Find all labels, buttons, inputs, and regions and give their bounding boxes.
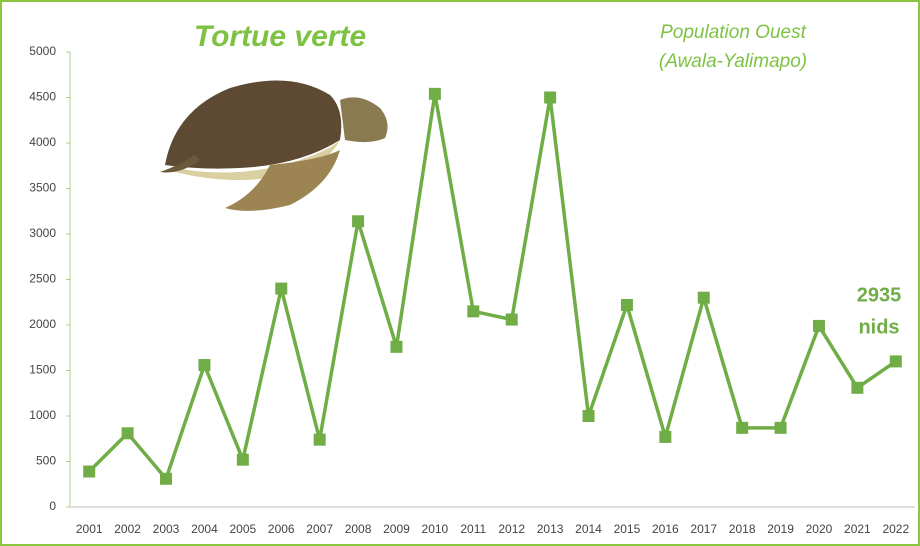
y-tick-label: 500	[36, 454, 56, 468]
x-tick-label: 2007	[306, 522, 333, 536]
marker	[198, 359, 210, 371]
marker	[314, 434, 326, 446]
marker	[506, 314, 518, 326]
annotation: nids	[858, 316, 899, 338]
x-tick-label: 2020	[806, 522, 833, 536]
y-tick-label: 4500	[29, 90, 56, 104]
marker	[775, 422, 787, 434]
x-tick-label: 2021	[844, 522, 871, 536]
x-tick-label: 2004	[191, 522, 218, 536]
x-tick-label: 2018	[729, 522, 756, 536]
marker	[237, 454, 249, 466]
x-tick-label: 2015	[614, 522, 641, 536]
marker	[122, 427, 134, 439]
marker	[390, 341, 402, 353]
x-tick-label: 2012	[498, 522, 525, 536]
annotation: 2935	[857, 284, 902, 306]
marker	[275, 283, 287, 295]
y-tick-label: 1000	[29, 408, 56, 422]
subtitle: Population Ouest	[660, 22, 806, 43]
marker	[851, 382, 863, 394]
x-tick-label: 2022	[882, 522, 909, 536]
y-tick-label: 4000	[29, 135, 56, 149]
y-tick-label: 1500	[29, 363, 56, 377]
x-tick-label: 2013	[537, 522, 564, 536]
y-tick-label: 2500	[29, 272, 56, 286]
x-tick-label: 2002	[114, 522, 141, 536]
y-tick-label: 2000	[29, 317, 56, 331]
marker	[544, 92, 556, 104]
marker	[160, 473, 172, 485]
marker	[429, 88, 441, 100]
marker	[813, 320, 825, 332]
x-tick-label: 2014	[575, 522, 602, 536]
y-tick-label: 3500	[29, 181, 56, 195]
x-tick-label: 2019	[767, 522, 794, 536]
chart: Tortue verte Population Ouest (Awala-Yal…	[0, 0, 920, 546]
y-tick-label: 0	[49, 499, 56, 513]
marker	[583, 410, 595, 422]
x-tick-label: 2005	[229, 522, 256, 536]
y-tick-label: 5000	[29, 44, 56, 58]
x-tick-label: 2011	[460, 522, 486, 536]
marker	[659, 431, 671, 443]
x-tick-label: 2003	[153, 522, 180, 536]
x-tick-label: 2008	[345, 522, 372, 536]
marker	[890, 355, 902, 367]
marker	[698, 292, 710, 304]
x-tick-label: 2006	[268, 522, 295, 536]
x-tick-label: 2001	[76, 522, 103, 536]
y-tick-label: 3000	[29, 226, 56, 240]
subtitle: (Awala-Yalimapo)	[659, 51, 807, 72]
chart-title: Tortue verte	[194, 20, 366, 53]
frame	[1, 1, 919, 545]
x-tick-label: 2016	[652, 522, 679, 536]
marker	[467, 305, 479, 317]
x-tick-label: 2017	[690, 522, 717, 536]
x-tick-label: 2009	[383, 522, 410, 536]
marker	[83, 466, 95, 478]
marker	[352, 215, 364, 227]
x-tick-label: 2010	[422, 522, 449, 536]
marker	[736, 422, 748, 434]
marker	[621, 299, 633, 311]
